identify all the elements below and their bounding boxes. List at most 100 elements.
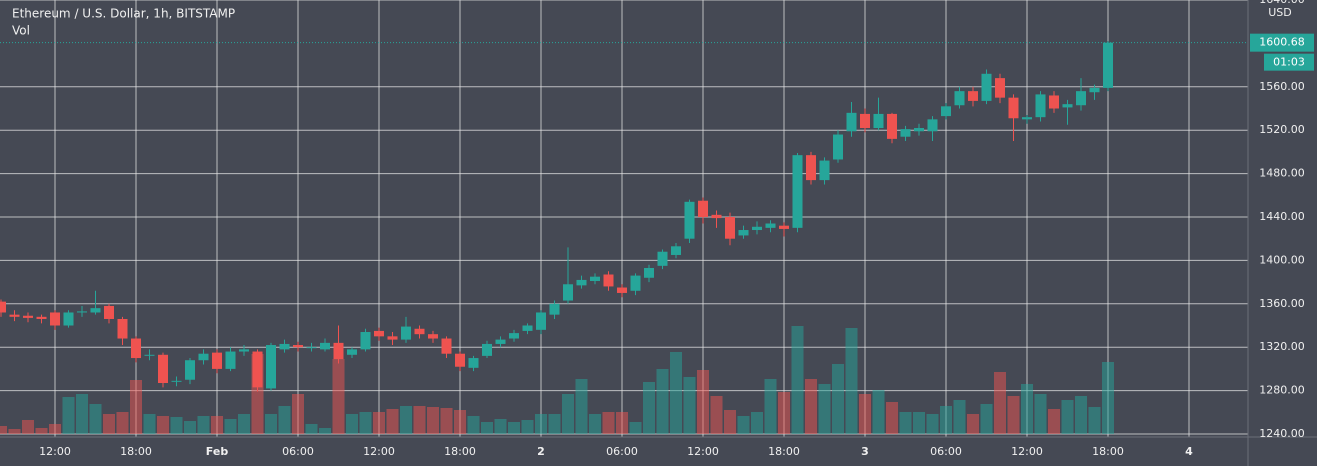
candle-body — [752, 226, 762, 231]
candle-body — [50, 312, 60, 326]
candle-body — [981, 73, 992, 101]
x-tick-label: 18:00 — [768, 445, 800, 458]
volume-bar — [521, 420, 534, 434]
chart-title: Ethereum / U.S. Dollar, 1h, BITSTAMP — [12, 7, 235, 21]
volume-bar — [454, 410, 466, 434]
volume-bar — [278, 406, 291, 434]
x-tick-label: 4 — [1185, 445, 1193, 458]
volume-bar — [548, 414, 561, 434]
volume-bar — [332, 359, 345, 434]
candle-body — [1022, 117, 1032, 120]
volume-bar — [319, 428, 331, 434]
volume-bar — [1075, 396, 1087, 434]
candle-body — [266, 345, 276, 389]
volume-bar — [359, 412, 372, 434]
volume-bar — [602, 412, 615, 434]
candle-body — [63, 312, 74, 326]
candle-body — [1089, 87, 1100, 93]
candle-body — [968, 91, 978, 101]
candle-body — [819, 160, 830, 181]
x-tick-label: 06:00 — [606, 445, 638, 458]
volume-bar — [184, 421, 196, 434]
candle-body — [630, 275, 641, 291]
candle-body — [171, 380, 182, 382]
volume-bar — [400, 406, 412, 434]
volume-bar — [589, 414, 601, 434]
candle-body — [617, 287, 627, 293]
volume-bar — [670, 352, 682, 434]
candle-body — [279, 343, 290, 350]
candle-body — [239, 349, 249, 352]
candle-body — [495, 339, 506, 344]
candle-body — [725, 217, 735, 239]
candle-body — [185, 360, 195, 380]
volume-bar — [710, 396, 723, 434]
x-tick-label: 12:00 — [1011, 445, 1043, 458]
volume-bar — [967, 414, 979, 434]
volume-bar — [1061, 400, 1074, 434]
candle-body — [387, 336, 398, 340]
volume-bar — [35, 428, 48, 434]
candle-body — [428, 334, 438, 339]
candle-body — [644, 267, 654, 278]
candle-body — [792, 155, 803, 228]
candle-body — [23, 315, 33, 318]
candle-body — [441, 338, 452, 354]
candle-body — [765, 223, 776, 228]
candle-body — [522, 325, 533, 331]
currency-label: USD — [1268, 6, 1292, 19]
volume-bar — [994, 372, 1006, 434]
volume-bar — [22, 420, 34, 434]
volume-bar — [616, 412, 628, 434]
candle-body — [293, 345, 303, 348]
volume-bar — [386, 409, 399, 434]
y-tick-label: 1320.00 — [1259, 340, 1305, 353]
x-tick-label: 18:00 — [1092, 445, 1124, 458]
candle-body — [77, 311, 87, 313]
candle-body — [131, 338, 141, 359]
volume-bar — [953, 400, 966, 434]
volume-bar — [535, 414, 547, 434]
candle-body — [320, 342, 330, 350]
candle-body — [252, 351, 263, 388]
volume-bar — [899, 412, 912, 434]
candle-body — [590, 276, 600, 282]
volume-bar — [62, 397, 75, 434]
candle-body — [941, 106, 951, 117]
candle-body — [401, 326, 411, 340]
candle-body — [684, 201, 695, 239]
volume-bar — [751, 412, 763, 434]
volume-bar — [656, 369, 669, 434]
volume-bar — [130, 380, 142, 434]
candle-body — [104, 305, 114, 319]
candle-body — [900, 129, 911, 137]
volume-bar — [778, 392, 790, 434]
candle-body — [846, 112, 857, 132]
candle-body — [1076, 91, 1086, 106]
candle-body — [563, 284, 573, 301]
candle-body — [225, 351, 236, 369]
volume-bar — [265, 414, 277, 434]
candle-body — [738, 230, 749, 236]
volume-bar — [494, 419, 507, 434]
y-tick-label: 1520.00 — [1259, 123, 1305, 136]
candle-body — [509, 333, 519, 339]
candle-body — [887, 113, 897, 139]
volume-bar — [440, 408, 453, 434]
volume-bar — [481, 422, 493, 434]
volume-bar — [1007, 396, 1020, 434]
y-tick-label: 1400.00 — [1259, 253, 1305, 266]
volume-bar — [157, 416, 169, 434]
volume-bar — [1034, 394, 1047, 434]
volume-bar — [103, 414, 115, 434]
y-tick-label: 1360.00 — [1259, 297, 1305, 310]
volume-bar — [575, 379, 588, 434]
volume-bar — [292, 394, 304, 434]
volume-bar — [346, 414, 358, 434]
candle-body — [0, 301, 6, 313]
x-tick-label: 18:00 — [120, 445, 152, 458]
candle-body — [779, 225, 789, 229]
candle-body — [603, 274, 614, 287]
